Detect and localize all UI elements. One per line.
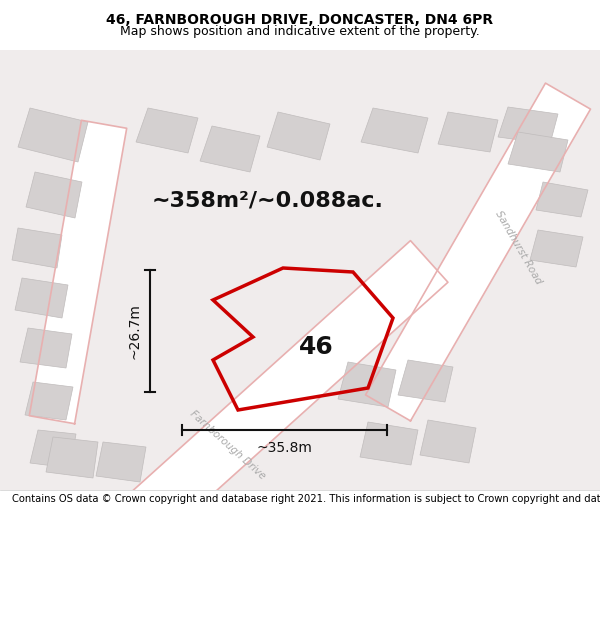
Text: 46, FARNBOROUGH DRIVE, DONCASTER, DN4 6PR: 46, FARNBOROUGH DRIVE, DONCASTER, DN4 6P… (106, 12, 494, 26)
Polygon shape (398, 360, 453, 402)
Text: Sandhurst Road: Sandhurst Road (493, 209, 543, 286)
Polygon shape (420, 420, 476, 463)
Polygon shape (136, 108, 198, 153)
Polygon shape (25, 382, 73, 420)
Polygon shape (15, 278, 68, 318)
Polygon shape (96, 442, 146, 482)
Text: Contains OS data © Crown copyright and database right 2021. This information is : Contains OS data © Crown copyright and d… (12, 494, 600, 504)
Polygon shape (20, 328, 72, 368)
Text: Map shows position and indicative extent of the property.: Map shows position and indicative extent… (120, 24, 480, 38)
Polygon shape (530, 230, 583, 267)
Polygon shape (76, 241, 448, 583)
Polygon shape (267, 112, 330, 160)
Polygon shape (361, 108, 428, 153)
Polygon shape (360, 422, 418, 465)
Polygon shape (536, 182, 588, 217)
Text: ~35.8m: ~35.8m (257, 441, 313, 455)
Text: Farnborough Drive: Farnborough Drive (188, 409, 268, 481)
Polygon shape (338, 362, 396, 407)
Polygon shape (365, 83, 590, 421)
Text: ~26.7m: ~26.7m (127, 303, 141, 359)
Text: ~358m²/~0.088ac.: ~358m²/~0.088ac. (152, 190, 384, 210)
Polygon shape (12, 228, 62, 268)
Polygon shape (498, 107, 558, 144)
Text: 46: 46 (299, 335, 334, 359)
Polygon shape (508, 132, 568, 172)
Polygon shape (200, 126, 260, 172)
Polygon shape (438, 112, 498, 152)
Polygon shape (29, 120, 127, 424)
Polygon shape (18, 108, 88, 162)
Polygon shape (26, 172, 82, 218)
Polygon shape (30, 430, 76, 468)
Polygon shape (46, 437, 98, 478)
